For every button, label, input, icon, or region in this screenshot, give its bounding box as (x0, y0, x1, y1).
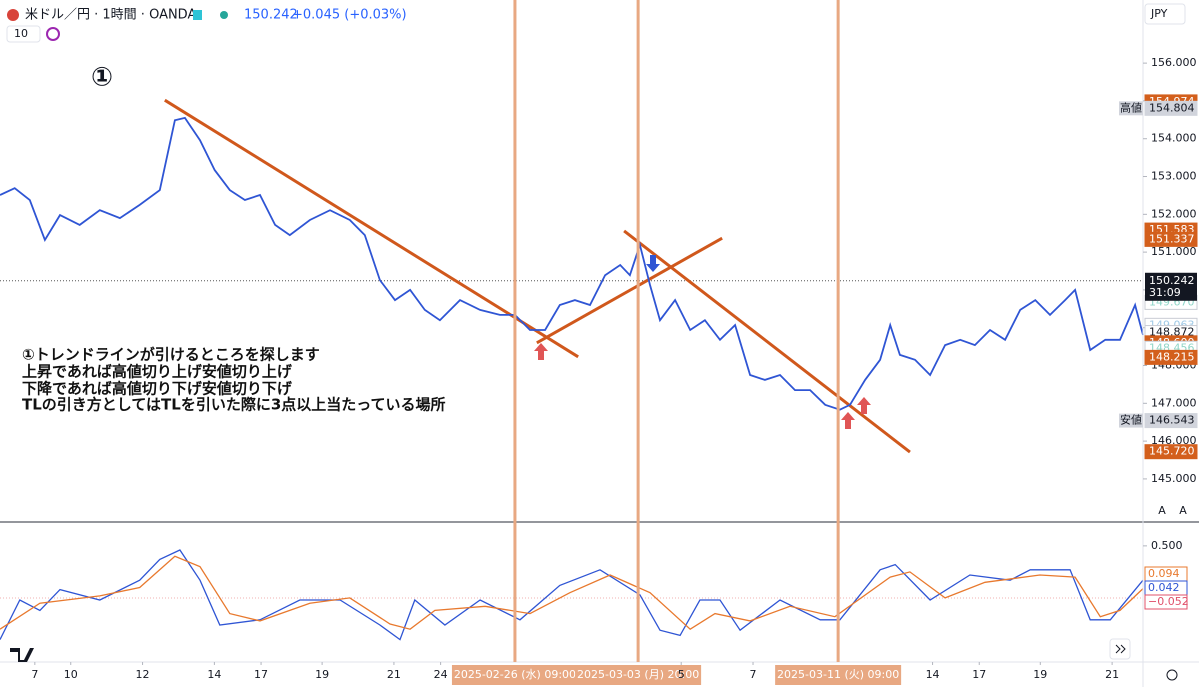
note-line: TLの引き方としてはTLを引いた際に3点以上当たっている場所 (22, 396, 446, 414)
y-tick-label: 146.000 (1151, 434, 1197, 447)
down-arrow (646, 255, 660, 272)
x-tick-label: 7 (31, 668, 38, 681)
scroll-icon[interactable] (1115, 644, 1126, 654)
x-tick-label: 10 (64, 668, 78, 681)
series-line (0, 549, 1144, 641)
y-tick-label: 156.000 (1151, 56, 1197, 69)
logo (10, 648, 34, 662)
x-tick-label: 7 (750, 668, 757, 681)
currency-box[interactable] (1144, 3, 1186, 25)
price-label: 151.337 (1149, 232, 1195, 245)
y-tick-label: 147.000 (1151, 396, 1197, 409)
date-label-bg (775, 665, 902, 685)
auto-button-label[interactable]: A (1158, 504, 1166, 517)
settings-icon[interactable] (1166, 669, 1178, 681)
header-change: +0.045 (+0.03%) (292, 8, 407, 23)
y-tick-label: 151.000 (1151, 245, 1197, 258)
value-label: −0.052 (1148, 595, 1189, 608)
currency[interactable]: JPY (1150, 7, 1168, 20)
price-tag-bg (1119, 413, 1143, 428)
symbol: 米ドル／円 · 1時間 · OANDA (25, 8, 196, 23)
value-label: 0.094 (1148, 567, 1180, 580)
x-tick-label: 14 (926, 668, 940, 681)
x-tick-label: 5 (678, 668, 685, 681)
x-tick-label: 17 (972, 668, 986, 681)
date-label: 2025-03-03 (月) 20:00 (577, 668, 699, 681)
step-marker: ① (91, 63, 113, 93)
up-arrow (841, 412, 855, 429)
price-label-bg (1144, 100, 1198, 116)
price-label: 148.215 (1149, 350, 1195, 363)
trendline (536, 236, 723, 345)
macd-pane (0, 549, 1144, 641)
x-tick-label: 21 (1105, 668, 1119, 681)
x-tick-label: 14 (207, 668, 221, 681)
note-line: 上昇であれば高値切り上げ安値切り上げ (22, 363, 293, 381)
note-line: ①トレンドラインが引けるところを探します (22, 346, 320, 364)
x-tick-label: 17 (254, 668, 268, 681)
price-label-bg (1144, 349, 1198, 365)
y-tick-label: 145.000 (1151, 472, 1197, 485)
note-line: 下降であれば高値切り下げ安値切り下げ (22, 380, 293, 398)
x-tick-label: 21 (387, 668, 401, 681)
price-label: 146.543 (1149, 414, 1195, 427)
indicator-count[interactable]: 10 (14, 27, 28, 40)
status-icon (193, 10, 202, 20)
header-price: 150.242 (244, 8, 298, 23)
y-tick-label: 0.500 (1151, 539, 1183, 552)
price-pane (0, 98, 1144, 454)
value-label: 0.042 (1148, 581, 1180, 594)
x-tick-label: 19 (315, 668, 329, 681)
up-arrow (534, 343, 548, 360)
auto-button[interactable] (1153, 502, 1171, 519)
last-price-label: 150.242 (1149, 274, 1195, 287)
last-price-bg (1145, 272, 1197, 301)
sync-icon (46, 27, 60, 41)
y-tick-label: 152.000 (1151, 207, 1197, 220)
countdown: 31:09 (1149, 286, 1181, 299)
price-tag-bg (1119, 101, 1143, 116)
market-status (220, 11, 228, 19)
trendline (623, 229, 911, 454)
price-label-bg (1144, 413, 1198, 429)
indicators-toggle[interactable] (6, 25, 41, 43)
price-tag: 高値 (1120, 100, 1142, 114)
date-label-bg (575, 665, 702, 685)
price-label: 154.804 (1149, 101, 1195, 114)
x-tick-label: 24 (434, 668, 448, 681)
log-button-label[interactable]: A (1179, 504, 1187, 517)
date-label-bg (451, 665, 578, 685)
series-line (0, 116, 1144, 411)
price-label: 148.872 (1149, 326, 1195, 339)
x-tick-label: 19 (1033, 668, 1047, 681)
price-label-bg (1144, 444, 1198, 460)
x-tick-label: 12 (136, 668, 150, 681)
price-tag: 安値 (1120, 413, 1142, 427)
y-tick-label: 154.000 (1151, 132, 1197, 145)
y-tick-label: 153.000 (1151, 170, 1197, 183)
flag-icon (7, 9, 19, 21)
series-line (0, 555, 1144, 631)
value-label-bg (1144, 594, 1188, 610)
up-arrow (857, 397, 871, 414)
date-label: 2025-03-11 (火) 09:00 (777, 668, 899, 681)
price-label-bg (1144, 231, 1198, 247)
price-label: 145.720 (1149, 445, 1195, 458)
date-label: 2025-02-26 (水) 09:00 (454, 668, 576, 681)
